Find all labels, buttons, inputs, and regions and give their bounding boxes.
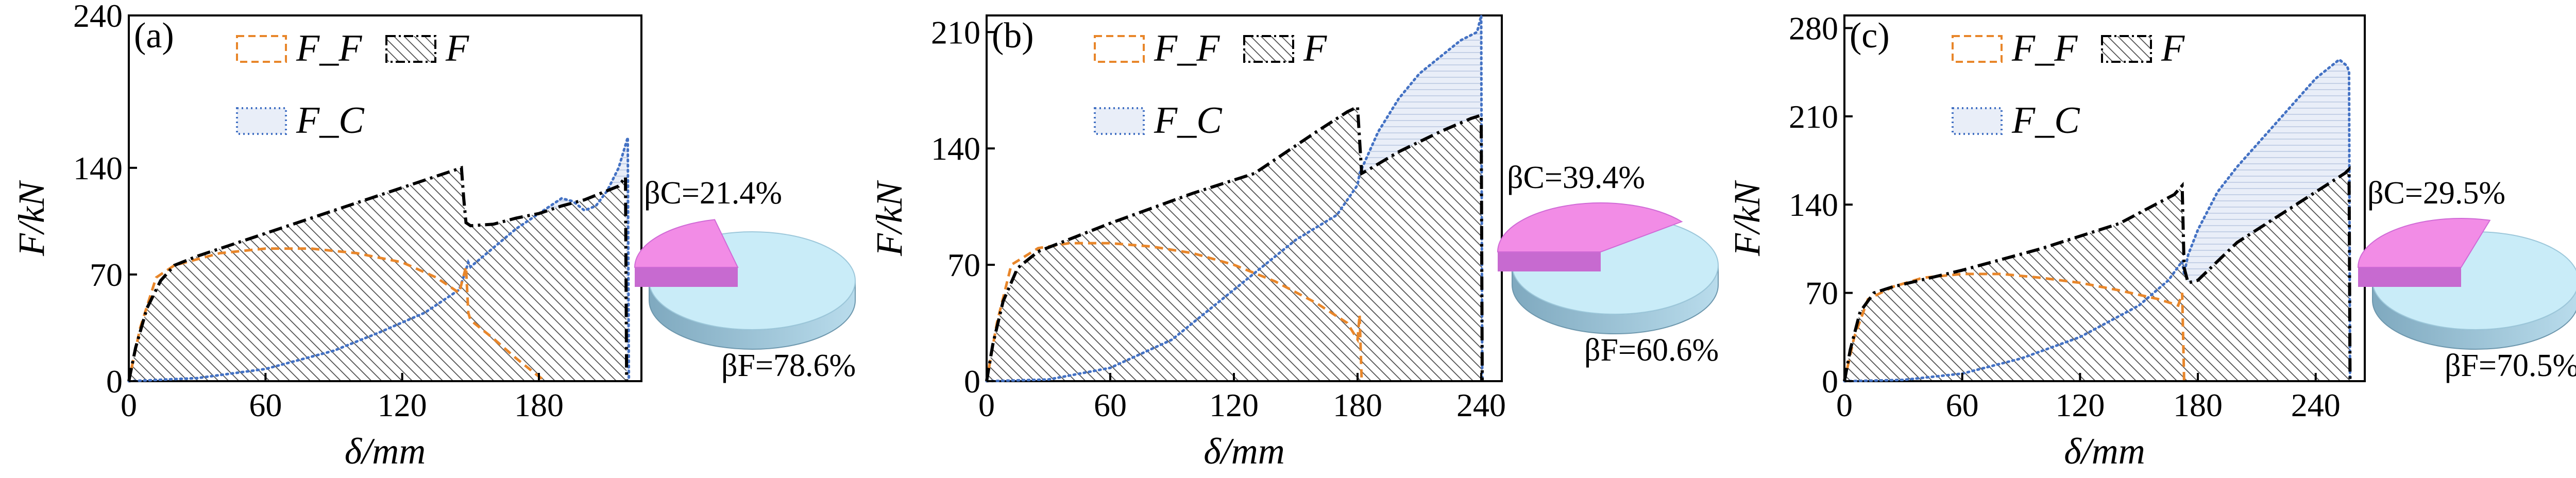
plot-frame bbox=[986, 14, 1503, 382]
panel-label: (b) bbox=[992, 16, 1034, 56]
y-tick-label: 0 bbox=[1822, 363, 1838, 400]
x-tick-label: 240 bbox=[2291, 387, 2341, 423]
y-tick-label: 140 bbox=[1789, 186, 1838, 223]
legend-swatch-ff bbox=[1952, 35, 2003, 63]
pie-slice-c bbox=[2357, 218, 2491, 268]
x-tick-label: 180 bbox=[514, 387, 564, 423]
y-tick-label: 140 bbox=[931, 130, 980, 167]
legend-label-fc: F_C bbox=[1154, 99, 1223, 142]
y-axis-label: F/kN bbox=[1726, 180, 1768, 257]
x-axis-label: δ/mm bbox=[345, 431, 426, 472]
y-axis-label: F/kN bbox=[11, 180, 52, 257]
series-line-f bbox=[985, 104, 1484, 382]
plot-frame bbox=[128, 14, 642, 382]
pie-chart: βC=29.5% βF=70.5% bbox=[2357, 176, 2576, 383]
series-line-ff bbox=[1843, 272, 2185, 382]
pie-chart: βC=21.4% βF=78.6% bbox=[634, 176, 856, 383]
panel-label: (a) bbox=[134, 16, 174, 56]
plot-frame bbox=[1843, 14, 2366, 382]
pie-label-beta-f: βF=60.6% bbox=[1584, 333, 1719, 368]
pie-slice-c bbox=[634, 219, 739, 268]
f-area-fill bbox=[1844, 169, 2350, 381]
legend-label-f: F bbox=[445, 27, 469, 70]
series-line-fc bbox=[985, 15, 1484, 383]
legend-swatch-fc bbox=[236, 107, 287, 135]
x-tick-label: 120 bbox=[378, 387, 427, 423]
legend-swatch-fc bbox=[1094, 107, 1145, 135]
panel-b: 0 60 120 180 240 0 70 140 210 δ/mm F/kN (b) F_F F F_C β… bbox=[869, 14, 1719, 472]
panel-a: 0 60 120 180 0 70 140 240 δ/mm F/kN (a) F_F F F_C βC=2… bbox=[11, 0, 856, 472]
f-area-fill bbox=[987, 107, 1482, 381]
x-axis-label: δ/mm bbox=[1204, 431, 1284, 472]
y-tick-label: 210 bbox=[931, 14, 980, 50]
pie-side-c bbox=[1498, 252, 1601, 271]
legend-label-f: F bbox=[2161, 27, 2185, 70]
legend-label-ff: F_F bbox=[1154, 27, 1220, 70]
x-tick-label: 60 bbox=[1946, 387, 1979, 423]
series-line-ff bbox=[985, 242, 1363, 382]
legend-swatch-ff bbox=[236, 35, 287, 63]
legend-label-ff: F_F bbox=[296, 27, 362, 70]
legend-label-f: F bbox=[1303, 27, 1327, 70]
legend: F_F F F_C bbox=[1952, 27, 2185, 142]
legend: F_F F F_C bbox=[236, 27, 469, 142]
x-tick-label: 180 bbox=[1333, 387, 1382, 423]
series-line-ff bbox=[127, 247, 547, 383]
x-tick-label: 180 bbox=[2173, 387, 2223, 423]
pie-label-beta-c: βC=21.4% bbox=[644, 176, 782, 211]
legend-swatch-f bbox=[2101, 35, 2152, 63]
pie-side-c bbox=[635, 267, 738, 287]
pie-chart: βC=39.4% βF=60.6% bbox=[1497, 160, 1719, 368]
pie-label-beta-c: βC=39.4% bbox=[1507, 160, 1645, 195]
x-axis-label: δ/mm bbox=[2064, 431, 2145, 472]
x-tick-label: 120 bbox=[1209, 387, 1259, 423]
x-tick-label: 120 bbox=[2055, 387, 2105, 423]
y-tick-label: 0 bbox=[106, 363, 123, 400]
legend-swatch-f bbox=[1243, 35, 1294, 63]
x-tick-label: 0 bbox=[978, 387, 995, 423]
y-tick-label: 240 bbox=[73, 0, 123, 34]
x-tick-label: 60 bbox=[249, 387, 282, 423]
x-tick-label: 0 bbox=[121, 387, 137, 423]
legend-label-fc: F_C bbox=[296, 99, 365, 142]
legend-swatch-ff bbox=[1094, 35, 1145, 63]
y-tick-label: 70 bbox=[1805, 275, 1838, 312]
x-tick-label: 60 bbox=[1094, 387, 1127, 423]
y-tick-label: 140 bbox=[73, 150, 123, 186]
pie-label-beta-f: βF=70.5% bbox=[2445, 348, 2576, 383]
legend: F_F F F_C bbox=[1094, 27, 1327, 142]
x-tick-label: 0 bbox=[1836, 387, 1853, 423]
legend-swatch-fc bbox=[1952, 107, 2003, 135]
pie-label-beta-f: βF=78.6% bbox=[721, 348, 856, 383]
y-axis-label: F/kN bbox=[869, 180, 910, 257]
panel-label: (c) bbox=[1850, 16, 1890, 56]
y-tick-label: 210 bbox=[1789, 98, 1838, 135]
x-tick-label: 240 bbox=[1456, 387, 1506, 423]
legend-swatch-f bbox=[385, 35, 436, 63]
pie-slice-c bbox=[1497, 202, 1683, 252]
legend-label-ff: F_F bbox=[2011, 27, 2078, 70]
series-line-f bbox=[127, 165, 629, 382]
legend-label-fc: F_C bbox=[2011, 99, 2080, 142]
y-tick-label: 280 bbox=[1789, 10, 1838, 46]
pie-side-c bbox=[2358, 267, 2461, 287]
y-tick-label: 70 bbox=[947, 247, 980, 283]
y-tick-label: 0 bbox=[964, 363, 980, 400]
series-line-f bbox=[1843, 165, 2352, 382]
pie-label-beta-c: βC=29.5% bbox=[2367, 176, 2505, 211]
f-area-fill bbox=[129, 167, 627, 381]
y-tick-label: 70 bbox=[90, 257, 123, 293]
series-line-fc bbox=[1843, 58, 2351, 383]
